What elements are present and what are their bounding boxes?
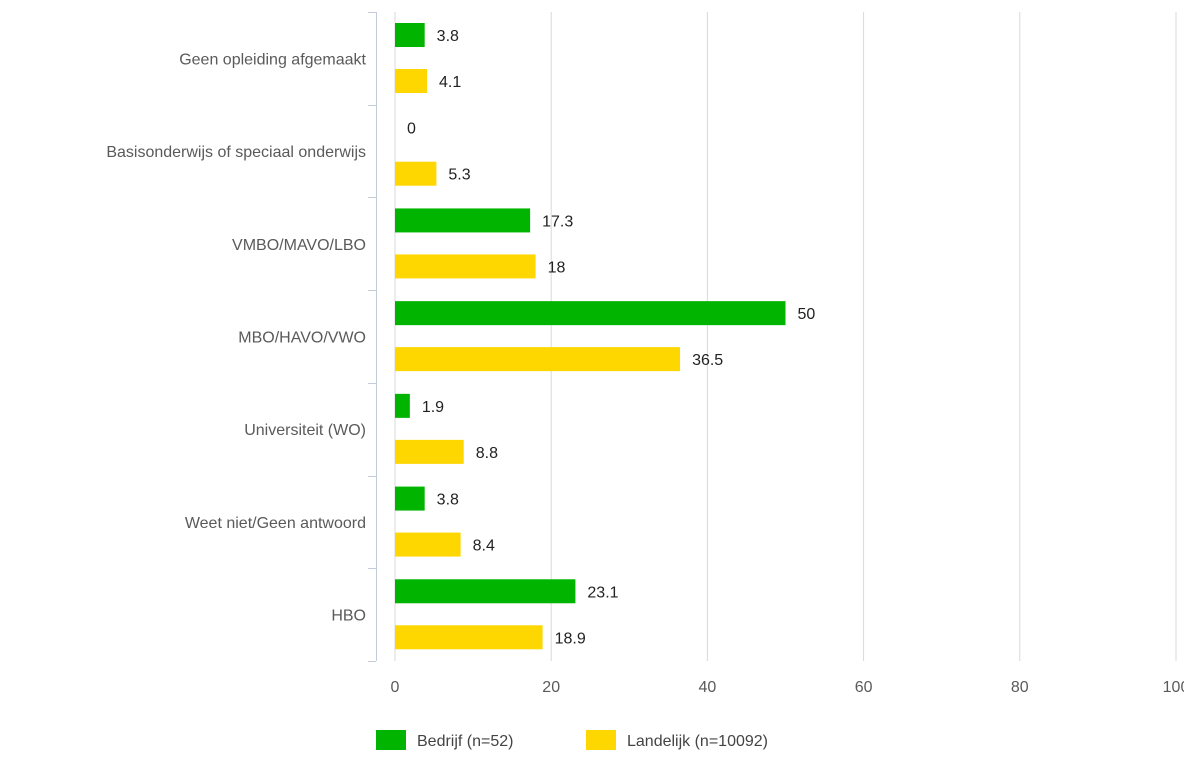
- bar-bedrijf[interactable]: [395, 208, 531, 233]
- category-label: Geen opleiding afgemaakt: [179, 51, 366, 68]
- y-axis: [368, 12, 377, 662]
- bar-landelijk[interactable]: [395, 254, 536, 279]
- legend-entry[interactable]: Bedrijf (n=52): [417, 733, 514, 750]
- category-label: HBO: [331, 608, 366, 625]
- category-label: Weet niet/Geen antwoord: [185, 515, 366, 532]
- data-label: 8.4: [473, 538, 495, 555]
- x-tick-label: 60: [855, 679, 873, 696]
- data-label: 3.8: [437, 28, 459, 45]
- bar-landelijk[interactable]: [395, 532, 461, 557]
- legend-swatch: [586, 730, 616, 750]
- x-tick-label: 40: [699, 679, 717, 696]
- bar-bedrijf[interactable]: [395, 301, 786, 326]
- bar-bedrijf[interactable]: [395, 23, 425, 47]
- data-label: 23.1: [587, 584, 618, 601]
- category-label: MBO/HAVO/VWO: [238, 330, 366, 347]
- x-tick-label: 20: [542, 679, 560, 696]
- data-label: 3.8: [437, 492, 459, 509]
- bar-landelijk[interactable]: [395, 161, 437, 186]
- data-label: 17.3: [542, 213, 573, 230]
- category-labels: Geen opleiding afgemaakt Basisonderwijs o…: [106, 51, 366, 624]
- bar-landelijk[interactable]: [395, 69, 428, 93]
- legend[interactable]: Bedrijf (n=52) Landelijk (n=10092): [376, 730, 768, 750]
- data-label: 8.8: [476, 445, 498, 462]
- bar-landelijk[interactable]: [395, 347, 681, 372]
- x-tick-label: 100: [1163, 679, 1184, 696]
- gridlines: [394, 12, 1177, 661]
- category-label: Universiteit (WO): [244, 422, 366, 439]
- x-tick-label: 80: [1011, 679, 1029, 696]
- bar-landelijk[interactable]: [395, 625, 543, 650]
- bar-bedrijf[interactable]: [395, 486, 425, 511]
- data-label: 1.9: [422, 399, 444, 416]
- bar-bedrijf[interactable]: [395, 393, 410, 418]
- legend-swatch: [376, 730, 406, 750]
- bar-landelijk[interactable]: [395, 439, 464, 464]
- x-axis-ticks: 0 20 40 60 80 100: [391, 679, 1184, 696]
- bar-bedrijf[interactable]: [395, 579, 576, 604]
- data-labels: 3.8 0 17.3 50 1.9 3.8 23.1 4.1 5.3 18 36.5 8.8 8.4 18…: [407, 28, 815, 647]
- data-label: 18.9: [555, 630, 586, 647]
- x-tick-label: 0: [391, 679, 400, 696]
- data-label: 0: [407, 121, 416, 138]
- category-label: Basisonderwijs of speciaal onderwijs: [106, 144, 366, 161]
- category-label: VMBO/MAVO/LBO: [232, 237, 366, 254]
- bars: [395, 23, 786, 650]
- data-label: 50: [798, 306, 816, 323]
- data-label: 5.3: [448, 167, 470, 184]
- data-label: 4.1: [439, 74, 461, 91]
- legend-entry[interactable]: Landelijk (n=10092): [627, 733, 768, 750]
- data-label: 18: [548, 259, 566, 276]
- data-label: 36.5: [692, 352, 723, 369]
